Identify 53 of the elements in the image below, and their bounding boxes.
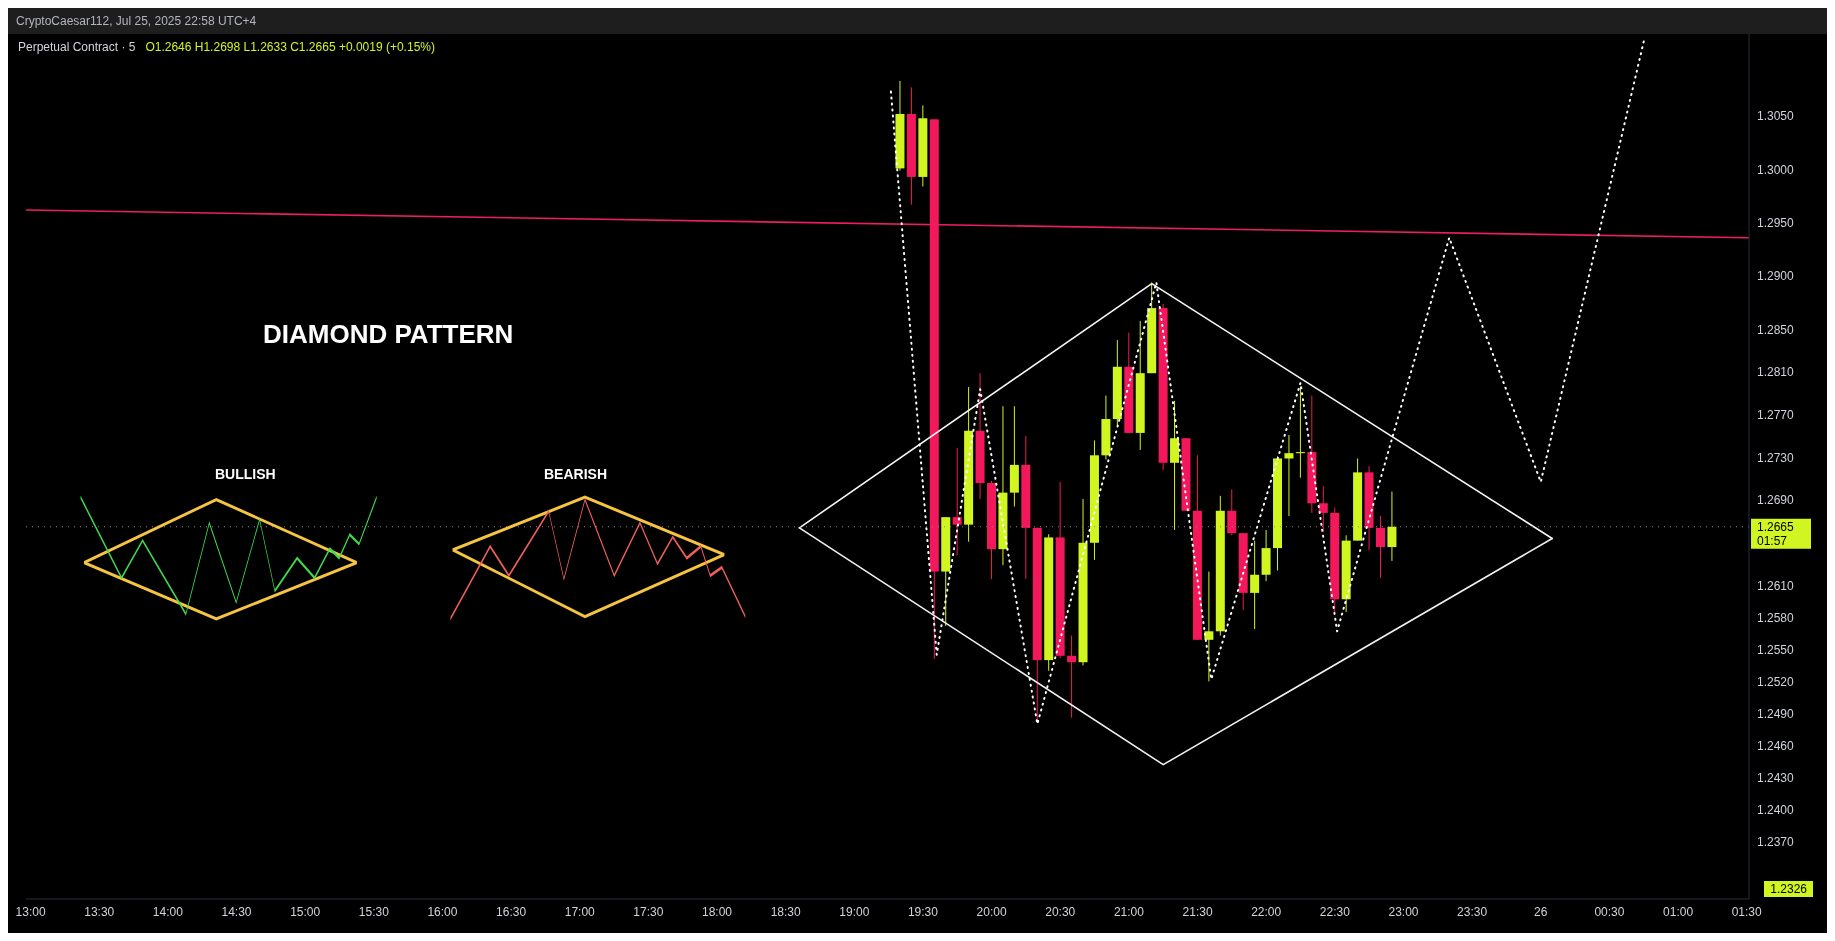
text: CryptoCaesar112, Jul 25, 2025 22:58 UTC+4 xyxy=(16,14,257,28)
x-tick-label: 01:00 xyxy=(1663,904,1694,919)
y-tick-label: 1.3050 xyxy=(1757,109,1795,124)
y-tick-label: 1.2950 xyxy=(1757,216,1795,231)
y-tick-label: 1.2490 xyxy=(1757,706,1795,721)
y-tick-label: 1.2850 xyxy=(1757,322,1795,337)
y-tick-label: 1.2730 xyxy=(1757,450,1795,465)
y-tick-label: 1.2810 xyxy=(1757,365,1795,380)
y-tick-label: 1.2610 xyxy=(1757,578,1795,593)
x-tick-label: 23:00 xyxy=(1388,904,1419,919)
annotation: BEARISH xyxy=(544,466,608,482)
y-tick-label: 1.2580 xyxy=(1757,610,1795,625)
text: Perpetual Contract · 5 xyxy=(18,40,136,54)
x-tick-label: 01:30 xyxy=(1731,904,1763,919)
y-tick-label: 1.2430 xyxy=(1757,770,1795,785)
x-tick-label: 18:30 xyxy=(770,904,802,919)
x-tick-label: 26 xyxy=(1534,904,1548,919)
x-tick-label: 18:00 xyxy=(702,904,733,919)
x-tick-label: 20:30 xyxy=(1045,904,1076,919)
x-tick-label: 20:00 xyxy=(976,904,1007,919)
ref-line-label: 1.2665 xyxy=(1757,519,1795,534)
annotation: DIAMOND PATTERN xyxy=(263,319,514,350)
x-tick-label: 21:30 xyxy=(1182,904,1213,919)
y-tick-label: 1.2900 xyxy=(1757,269,1795,284)
x-tick-label: 19:00 xyxy=(839,904,870,919)
annotation: BULLISH xyxy=(215,466,276,482)
x-tick-label: 21:00 xyxy=(1113,904,1145,919)
x-tick-label: 00:30 xyxy=(1594,904,1625,919)
y-tick-label: 1.2550 xyxy=(1757,642,1795,657)
y-tick-label: 1.2400 xyxy=(1757,802,1795,817)
x-tick-label: 22:30 xyxy=(1319,904,1351,919)
x-tick-label: 13:30 xyxy=(84,904,115,919)
y-tick-label: 1.2520 xyxy=(1757,674,1795,689)
x-tick-label: 14:30 xyxy=(221,904,252,919)
x-tick-label: 16:00 xyxy=(427,904,458,919)
x-tick-label: 15:00 xyxy=(290,904,321,919)
y-tick-label: 1.2690 xyxy=(1757,493,1795,508)
text: O1.2646 H1.2698 L1.2633 C1.2665 +0.0019 (+0.15%) xyxy=(145,40,435,54)
text: 01:57 xyxy=(1757,533,1788,548)
x-tick-label: 17:30 xyxy=(633,904,664,919)
y-tick-label: 1.2370 xyxy=(1757,834,1795,849)
x-tick-label: 17:00 xyxy=(564,904,596,919)
y-tick-label: 1.3000 xyxy=(1757,162,1795,177)
x-tick-label: 22:00 xyxy=(1251,904,1282,919)
x-tick-label: 14:00 xyxy=(152,904,184,919)
text: 1.2326 xyxy=(1764,881,1813,897)
y-tick-label: 1.2770 xyxy=(1757,408,1795,423)
x-tick-label: 13:00 xyxy=(15,904,46,919)
y-tick-label: 1.2460 xyxy=(1757,738,1795,753)
x-tick-label: 16:30 xyxy=(496,904,527,919)
x-tick-label: 19:30 xyxy=(907,904,939,919)
x-tick-label: 23:30 xyxy=(1457,904,1488,919)
x-tick-label: 15:30 xyxy=(358,904,390,919)
